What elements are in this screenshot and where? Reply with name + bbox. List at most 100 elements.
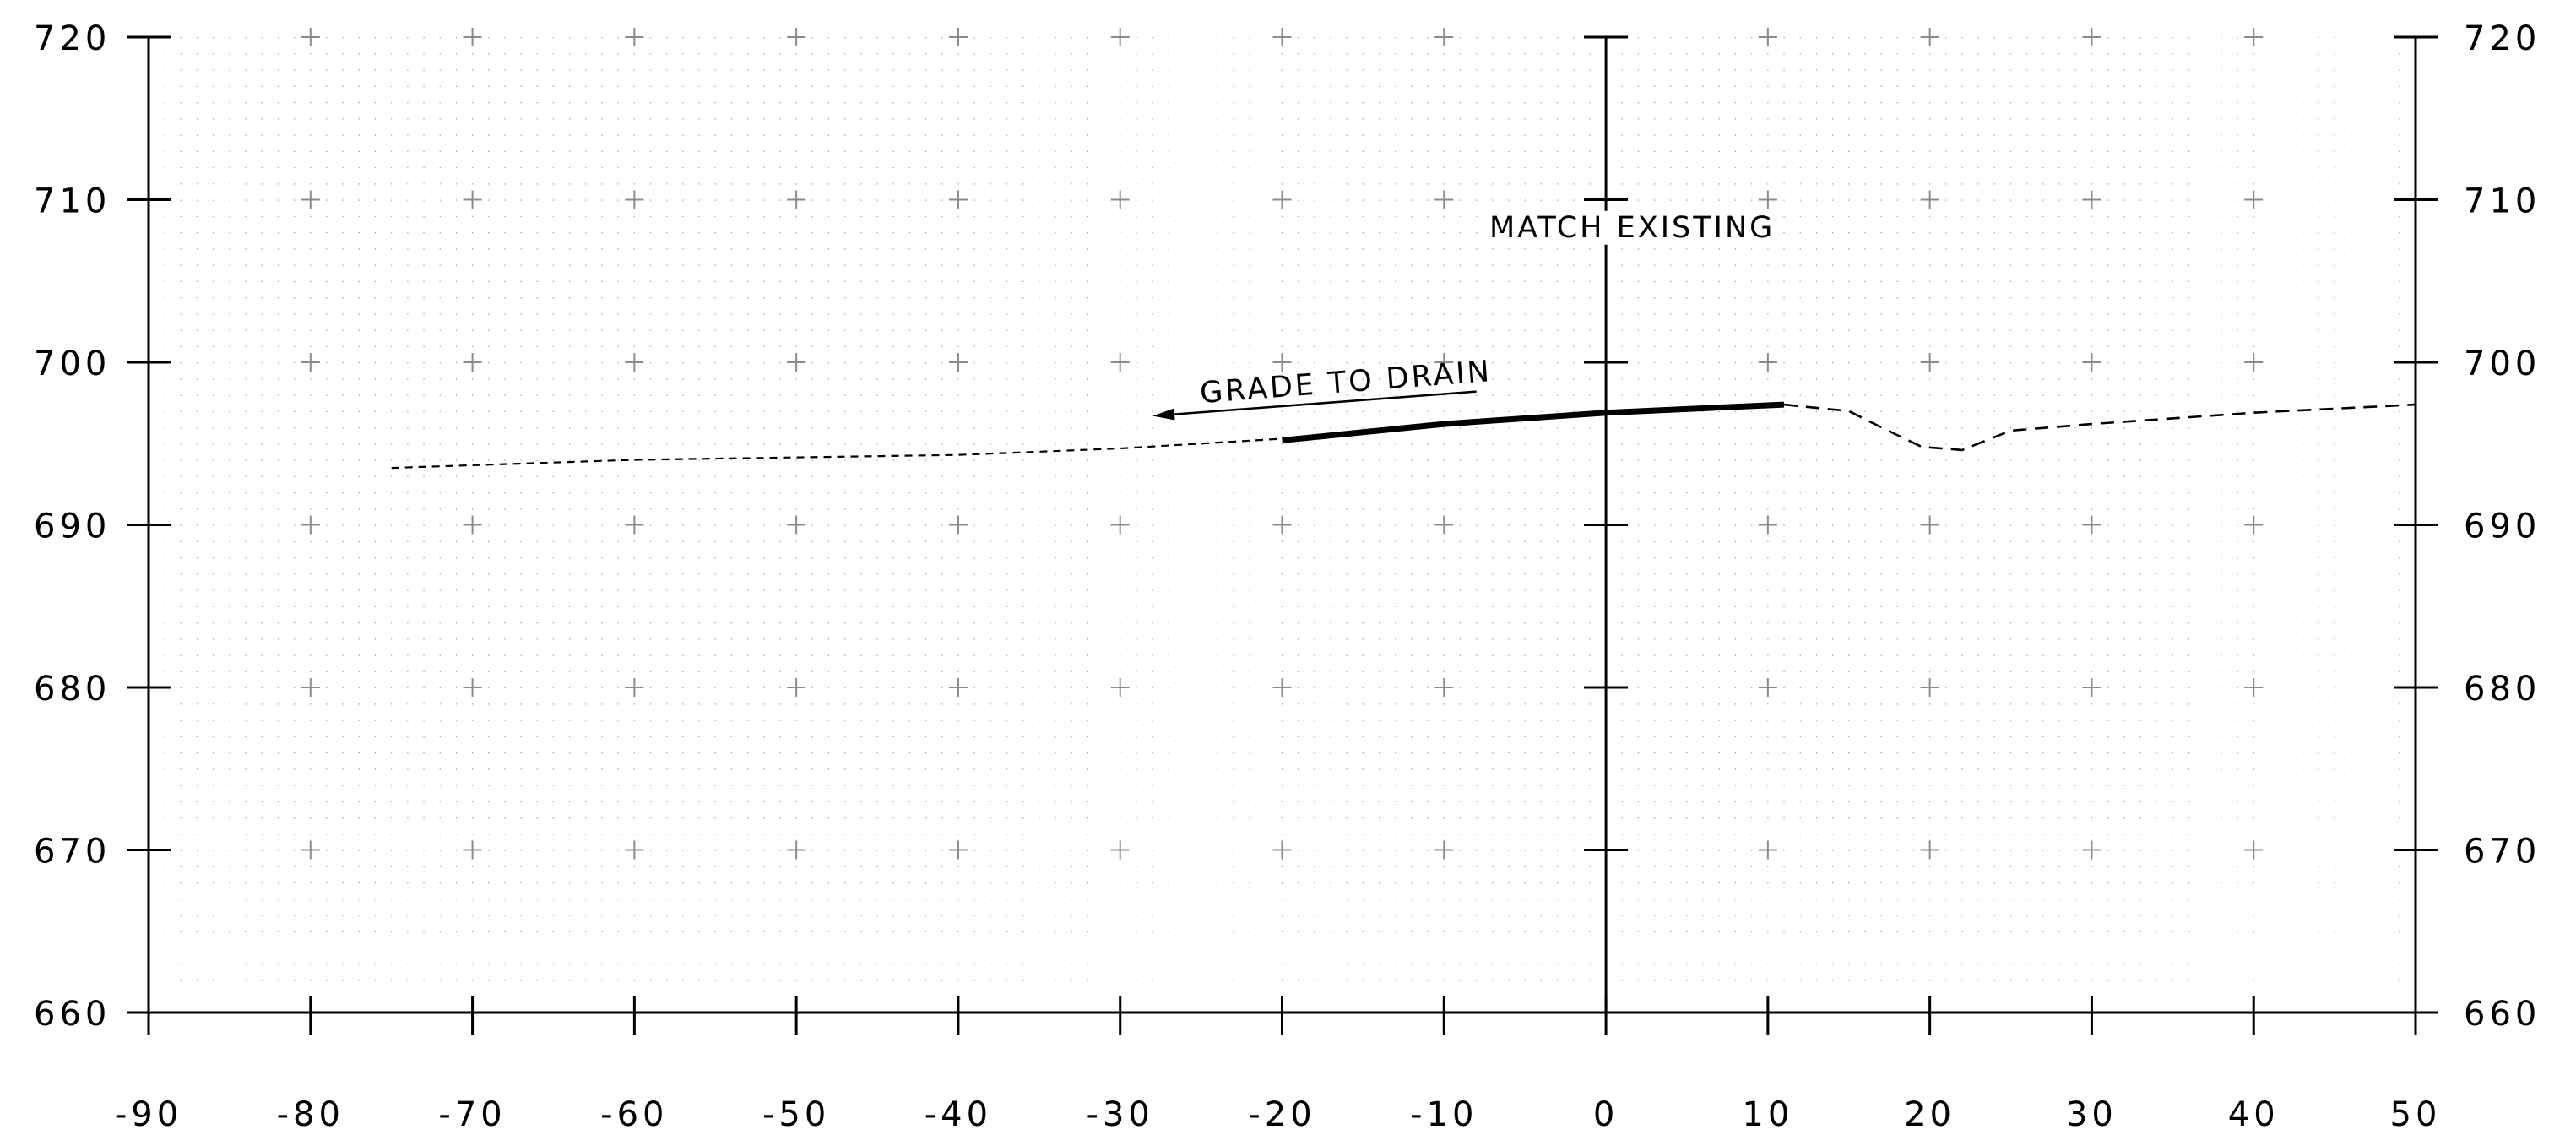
grid-cross-mark [1758,678,1777,697]
grid-cross-mark [1110,678,1130,697]
left-y-tick-label: 690 [34,508,111,546]
x-tick-label: -10 [1410,1095,1478,1134]
grid-cross-mark [787,353,806,372]
right-y-tick-label: 690 [2464,508,2541,546]
x-tick-label: -90 [115,1095,182,1134]
grid-cross-mark [787,190,806,209]
left-y-tick-label: 710 [34,182,111,221]
left-y-tick-label: 680 [34,670,111,709]
grid-cross-mark [1272,190,1292,209]
grid-cross-mark [2244,515,2264,535]
grid-cross-mark [1434,678,1454,697]
grid-cross-mark [463,678,482,697]
x-tick-label: 30 [2066,1095,2118,1134]
grade-to-drain-arrow-shaft [1174,390,1477,415]
grid-cross-mark [1110,515,1130,535]
left-y-tick-label: 670 [34,833,111,872]
grid-cross-mark [1434,515,1454,535]
grid-cross-mark [1758,190,1777,209]
grid-cross-mark [948,190,968,209]
grid-cross-mark [1758,840,1777,860]
grid-cross-mark [787,515,806,535]
grid-cross-mark [1272,28,1292,46]
right-y-tick-label: 680 [2464,670,2541,709]
grid-cross-mark [463,515,482,535]
grid-cross-mark [1434,28,1454,46]
grid-cross-mark [301,678,320,697]
profile-line-dashed [1783,403,2416,452]
grid-cross-mark [625,28,644,46]
x-tick-label: 50 [2390,1095,2442,1134]
grid-cross-mark [948,840,968,860]
profile-line-solid-thick [1282,401,1785,443]
grid-cross-mark [1920,353,1939,372]
grid-cross-mark [625,190,644,209]
x-tick-label: 0 [1593,1095,1619,1134]
left-y-tick-label: 720 [34,19,111,58]
x-tick-label: -40 [925,1095,992,1134]
x-tick-label: -70 [438,1095,506,1134]
grid-cross-mark [625,353,644,372]
grid-cross-mark [301,190,320,209]
grid-cross-mark [1434,840,1454,860]
grid-cross-mark [787,840,806,860]
right-y-tick-label: 670 [2464,833,2541,872]
x-tick-label: -80 [277,1095,344,1134]
left-y-tick-label: 700 [34,345,111,383]
left-y-tick-label: 660 [34,995,111,1034]
grid-cross-mark [1110,840,1130,860]
grid-cross-mark [1920,840,1939,860]
grid-cross-mark [948,28,968,46]
grid-cross-mark [1434,190,1454,209]
match-existing-annotation: MATCH EXISTING [1485,210,1779,245]
grid-cross-mark [1272,840,1292,860]
grid-cross-mark [463,353,482,372]
right-y-tick-label: 700 [2464,345,2541,383]
grid-cross-mark [1920,190,1939,209]
grid-cross-mark [2082,28,2101,46]
grid-cross-mark [1110,353,1130,372]
grid-cross-mark [2244,28,2264,46]
x-tick-label: -30 [1087,1095,1154,1134]
grid-cross-mark [2082,678,2101,697]
grid-cross-mark [301,515,320,535]
grade-to-drain-annotation: GRADE TO DRAIN [1152,355,1493,421]
profile-lines [391,401,2416,470]
grid-cross-mark [301,840,320,860]
grid-cross-mark [1920,515,1939,535]
grid-cross-mark [1920,678,1939,697]
x-tick-label: -60 [600,1095,668,1134]
x-tick-label: -20 [1248,1095,1315,1134]
grade-to-drain-arrowhead [1152,408,1175,421]
x-tick-label: 20 [1904,1095,1955,1134]
x-tick-label: 10 [1742,1095,1793,1134]
grid-cross-mark [787,678,806,697]
grid-cross-mark [625,515,644,535]
grid-cross-mark [787,28,806,46]
x-axis-tick-labels: -90 -80 -70 -60 -50 -40 -30 -20 -10 0 10 20 30 40 50 [115,1095,2442,1134]
grid-cross-mark [1758,515,1777,535]
match-existing-label-background [1485,210,1779,245]
match-existing-label: MATCH EXISTING [1489,211,1775,245]
grid-cross-mark [948,678,968,697]
right-y-tick-label: 660 [2464,995,2541,1034]
grid-cross-mark [463,190,482,209]
grid-cross-mark [2244,190,2264,209]
profile-line-dashed-thin [391,437,1283,470]
right-y-tick-label: 710 [2464,182,2541,221]
grid-cross-mark [2244,353,2264,372]
grid-cross-mark [1272,515,1292,535]
grid-cross-mark [2244,840,2264,860]
grid-cross-mark [1920,28,1939,46]
grid-cross-mark [301,28,320,46]
grid-cross-mark [1272,678,1292,697]
grid-cross-mark [2082,840,2101,860]
grid-cross-mark [301,353,320,372]
grid-cross-mark [625,678,644,697]
grid-cross-mark [2082,353,2101,372]
right-y-tick-label: 720 [2464,19,2541,58]
x-tick-label: -50 [762,1095,830,1134]
grid-cross-mark [948,353,968,372]
grid-cross-mark [1272,353,1292,372]
axes-frame [127,35,2438,1035]
